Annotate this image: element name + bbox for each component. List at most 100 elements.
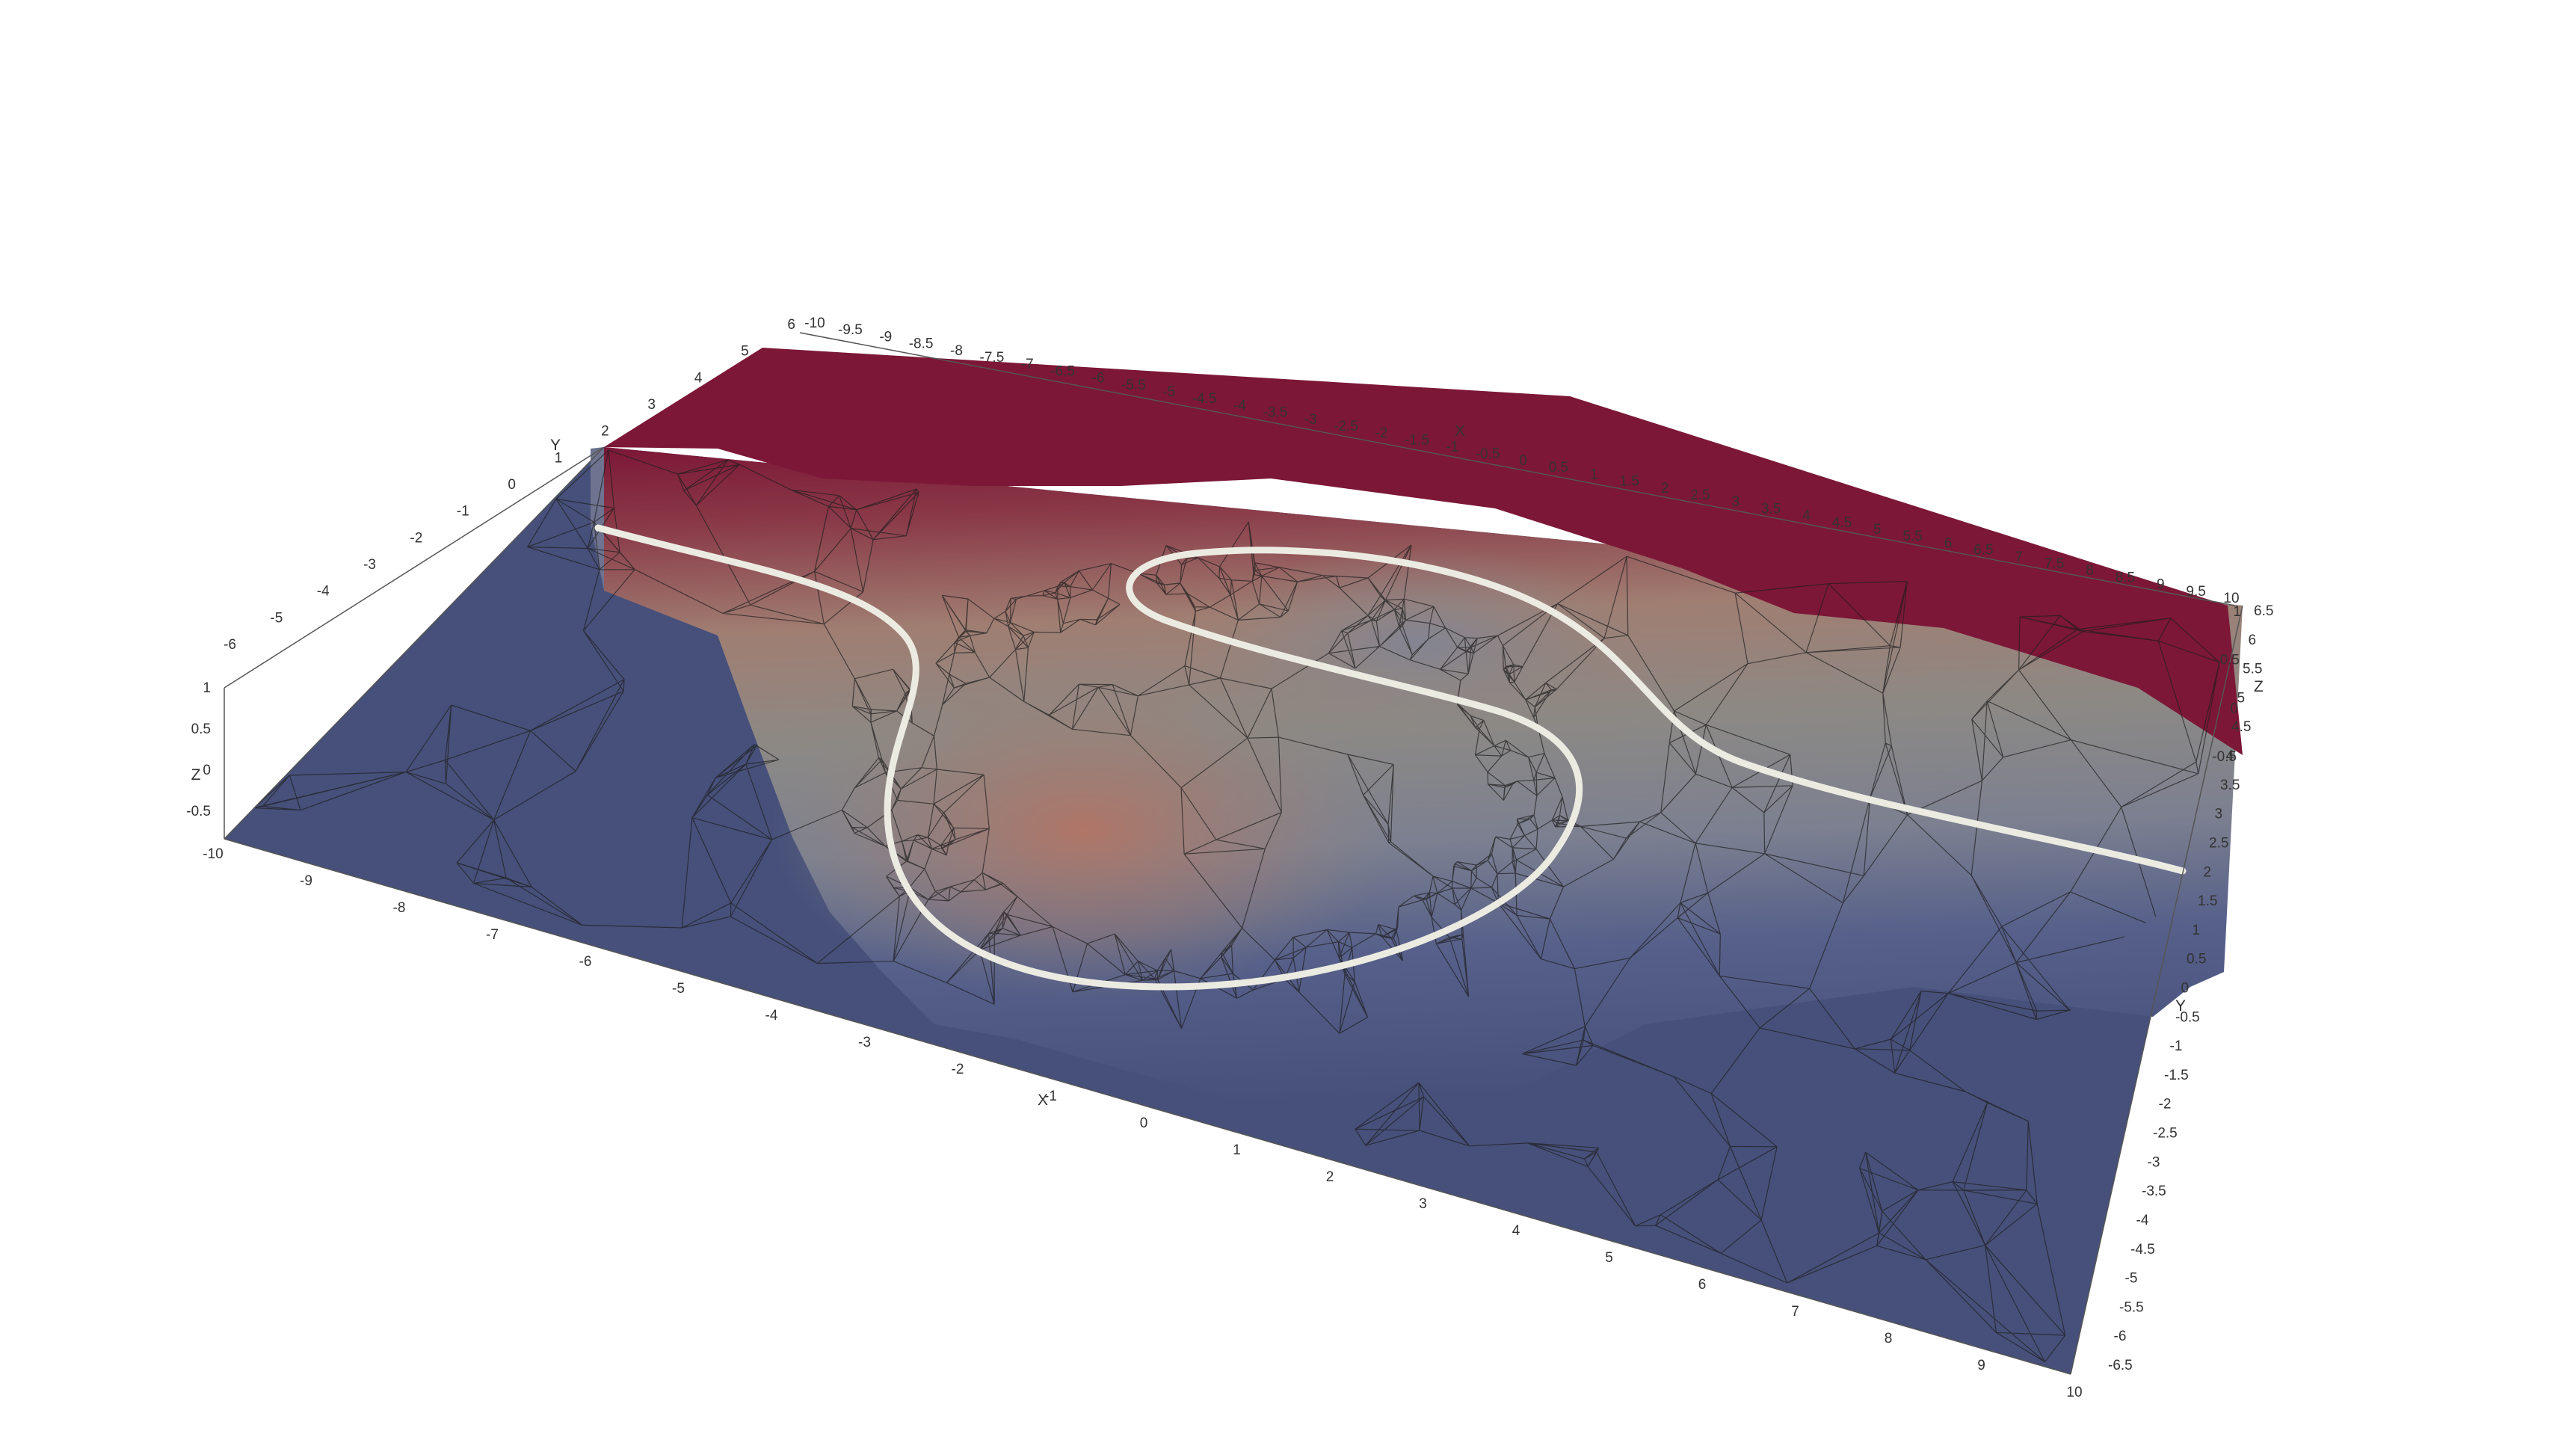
x-axis-title-top: X xyxy=(1455,422,1465,440)
x-tick-bottom: 9 xyxy=(1977,1358,1985,1373)
y-tick-right: 4.5 xyxy=(2231,719,2251,735)
x-tick-top: 4 xyxy=(1802,508,1811,524)
x-tick-top: -0.5 xyxy=(1476,446,1500,462)
axis-y-right xyxy=(2070,605,2243,1375)
y-tick-right: 6 xyxy=(2249,633,2257,648)
axis-z-back xyxy=(224,446,605,689)
high-plateau xyxy=(604,348,2243,755)
x-tick-top: -1.5 xyxy=(1405,432,1429,448)
x-tick-top: -10 xyxy=(804,316,825,331)
z-tick-right: -0.5 xyxy=(2212,749,2237,765)
x-tick-top: 2.5 xyxy=(1690,487,1710,503)
y-tick-right: -5.5 xyxy=(2119,1299,2144,1315)
y-tick-right: 0.5 xyxy=(2187,952,2206,967)
x-tick-bottom: -7 xyxy=(486,927,499,943)
x-tick-bottom: 6 xyxy=(1698,1277,1707,1293)
x-tick-top: -6.5 xyxy=(1050,363,1075,379)
z-tick-left: 1 xyxy=(203,680,211,696)
y-tick-right: 2.5 xyxy=(2209,836,2228,852)
x-tick-top: -3 xyxy=(1304,412,1317,428)
x-tick-top: -8.5 xyxy=(909,336,934,352)
x-tick-top: 3.5 xyxy=(1761,501,1781,517)
x-tick-bottom: 4 xyxy=(1512,1223,1520,1239)
x-tick-bottom: -1 xyxy=(1044,1089,1057,1104)
x-tick-top: -5 xyxy=(1162,384,1175,400)
z-axis-title-right: Z xyxy=(2254,678,2264,695)
x-tick-top: 0 xyxy=(1519,453,1527,469)
y-tick-right: 1.5 xyxy=(2198,893,2217,909)
axis-x-bottom xyxy=(224,838,2071,1375)
x-tick-top: -2.5 xyxy=(1334,419,1358,434)
x-tick-top: -7.5 xyxy=(980,350,1005,366)
x-tick-top: 1.5 xyxy=(1619,474,1639,490)
z-tick-left: -0.5 xyxy=(186,804,211,819)
x-tick-top: -5.5 xyxy=(1121,378,1146,393)
x-axis-title-bottom: X xyxy=(1038,1092,1048,1109)
x-tick-bottom: 7 xyxy=(1791,1304,1799,1320)
x-tick-bottom: 0 xyxy=(1140,1115,1148,1131)
left-wall xyxy=(591,447,604,591)
x-tick-bottom: -4 xyxy=(765,1008,778,1024)
y-tick-right: -3 xyxy=(2148,1154,2160,1170)
x-tick-top: 5.5 xyxy=(1902,529,1922,544)
y-tick-right: 5 xyxy=(2237,690,2246,706)
x-tick-bottom: 10 xyxy=(2066,1385,2082,1400)
x-tick-bottom: 5 xyxy=(1605,1250,1613,1266)
x-tick-bottom: -8 xyxy=(393,900,406,916)
y-tick-right: 5.5 xyxy=(2243,662,2262,677)
y-tick-left: 6 xyxy=(787,317,795,333)
x-tick-top: -2 xyxy=(1375,425,1388,441)
y-tick-right: 3.5 xyxy=(2220,778,2240,793)
y-tick-left: 0 xyxy=(508,477,516,493)
x-tick-bottom: 1 xyxy=(1233,1142,1241,1158)
x-tick-top: -7 xyxy=(1021,357,1034,372)
y-tick-right: -5 xyxy=(2125,1271,2138,1287)
y-tick-left: 5 xyxy=(741,344,749,360)
x-tick-top: -1 xyxy=(1446,440,1458,455)
y-tick-left: 2 xyxy=(601,424,609,440)
axes-grid xyxy=(224,332,2243,1375)
x-tick-bottom: -6 xyxy=(579,954,592,970)
y-tick-left: -2 xyxy=(410,530,422,546)
y-tick-left: 3 xyxy=(647,397,656,413)
x-tick-top: 10 xyxy=(2223,591,2239,606)
x-tick-top: 5 xyxy=(1873,522,1882,538)
y-tick-right: -1.5 xyxy=(2164,1068,2189,1083)
axis-y-left xyxy=(224,446,605,840)
y-axis-title-left: Y xyxy=(550,437,561,454)
x-tick-bottom: 3 xyxy=(1419,1196,1427,1212)
y-tick-left: 4 xyxy=(694,370,703,386)
x-tick-bottom: 2 xyxy=(1326,1169,1334,1185)
x-tick-top: 7 xyxy=(2015,550,2024,565)
axis-labels: -10 -9.5 -9 -8.5 -8 -7.5 -7 -6.5 -6 -5.5 -5 -4.5 -4-… xyxy=(186,316,2273,1400)
x-tick-top: 6 xyxy=(1944,535,1953,551)
y-tick-right: 3 xyxy=(2215,807,2223,822)
x-tick-top: -4.5 xyxy=(1192,391,1217,407)
x-tick-top: 0.5 xyxy=(1549,460,1568,476)
x-tick-top: 9 xyxy=(2157,577,2165,593)
y-tick-left: -4 xyxy=(317,584,330,600)
y-axis-title-right: Y xyxy=(2175,997,2186,1015)
cool-blob xyxy=(1196,546,1645,740)
x-tick-top: -4 xyxy=(1233,398,1246,413)
x-tick-top: -6 xyxy=(1092,371,1105,387)
y-tick-left: -6 xyxy=(224,637,236,653)
y-tick-right: -4.5 xyxy=(2130,1242,2155,1258)
y-tick-right: -2.5 xyxy=(2153,1126,2178,1142)
x-tick-bottom: -10 xyxy=(203,846,223,862)
x-tick-top: 7.5 xyxy=(2045,556,2064,572)
x-tick-top: -9 xyxy=(879,329,892,345)
y-tick-right: 1 xyxy=(2193,923,2201,938)
surface-mesh xyxy=(224,348,2243,1374)
y-tick-left: -1 xyxy=(457,504,469,520)
x-tick-bottom: 8 xyxy=(1885,1331,1893,1347)
x-tick-top: 1 xyxy=(1590,467,1598,482)
x-tick-top: 8 xyxy=(2086,563,2094,579)
y-tick-left: -3 xyxy=(363,557,376,573)
z-tick-right: 0.5 xyxy=(2220,653,2240,668)
mesh-edges xyxy=(253,449,2220,1363)
y-tick-right: -1 xyxy=(2170,1038,2183,1054)
x-tick-top: -8 xyxy=(950,343,963,359)
x-tick-bottom: -3 xyxy=(858,1035,871,1050)
